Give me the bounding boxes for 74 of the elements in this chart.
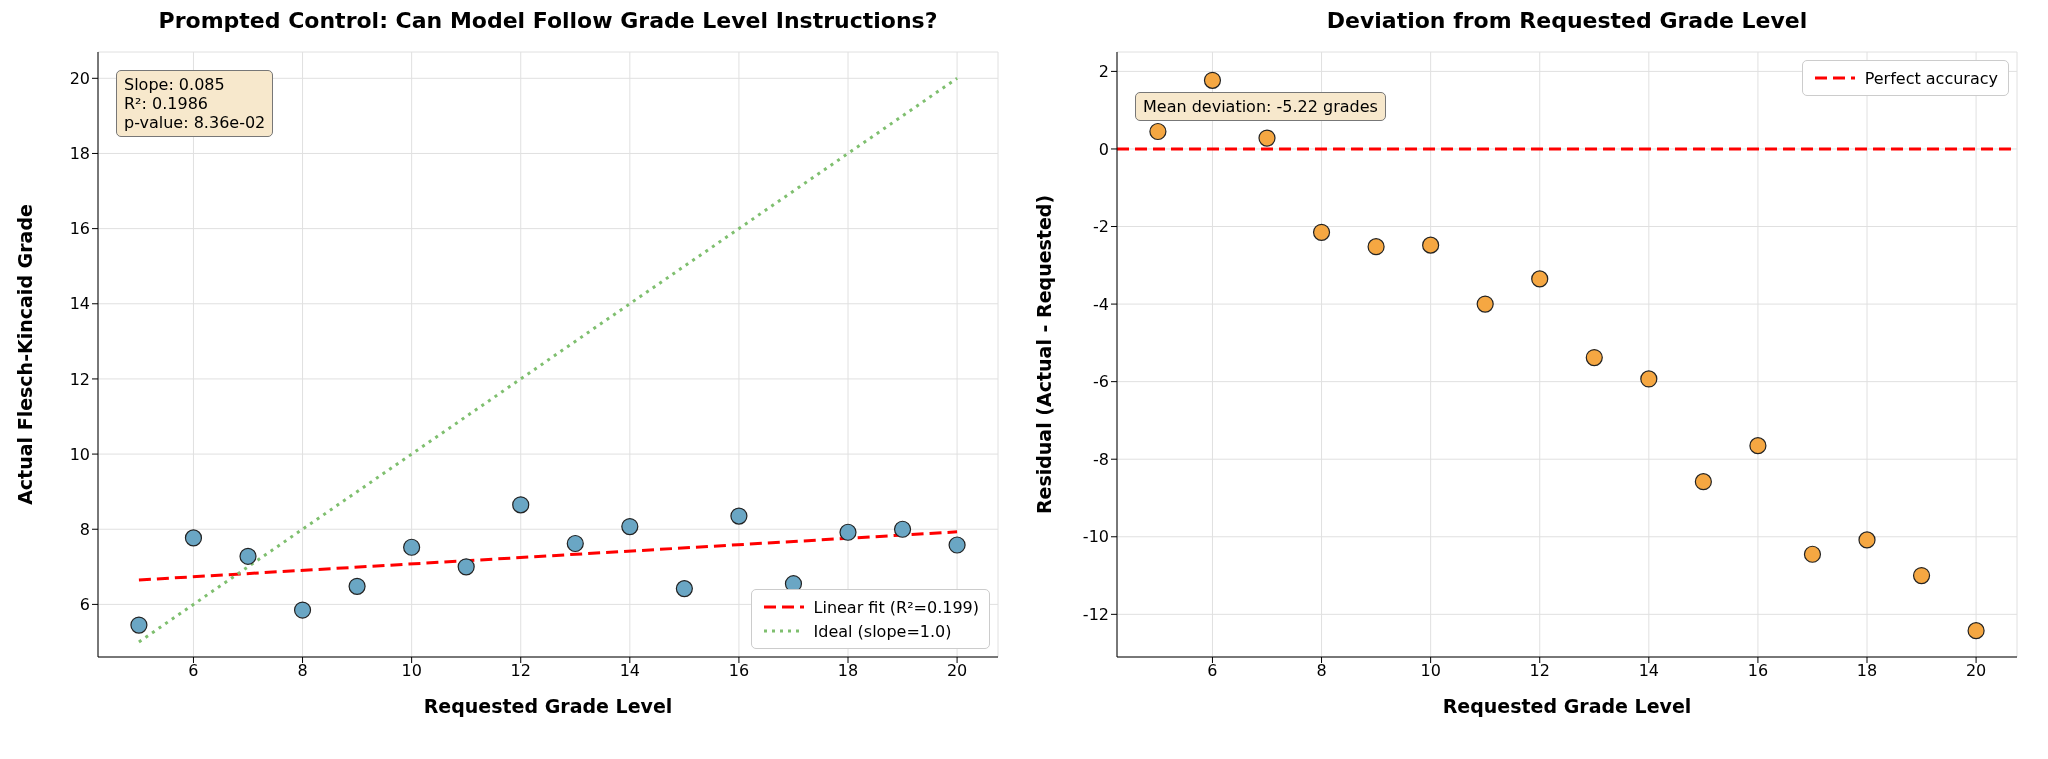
point [239, 547, 257, 565]
x-tick-label: 10 [401, 661, 422, 681]
x-tick-label: 12 [510, 661, 531, 681]
point [1640, 370, 1658, 388]
y-tick-label: 10 [69, 444, 90, 464]
point [1367, 238, 1385, 256]
x-tick-label: 18 [837, 661, 859, 681]
point [893, 520, 912, 538]
y-tick-label: 12 [69, 369, 90, 389]
x-axis-title: Requested Grade Level [423, 695, 673, 717]
y-tick-label: 8 [79, 519, 90, 539]
point [566, 534, 584, 553]
legend-label: Ideal (slope=1.0) [813, 621, 952, 641]
point [1203, 71, 1222, 89]
point [348, 577, 366, 595]
point [184, 529, 203, 547]
point [1694, 473, 1712, 491]
point [1422, 236, 1440, 254]
y-tick-label: -12 [1082, 605, 1109, 625]
point [1585, 349, 1603, 367]
legend-label: Perfect accuracy [1864, 68, 1998, 88]
point [130, 616, 148, 634]
annotation: Slope: 0.085 R²: 0.1986 p-value: 8.36e-02 [116, 70, 274, 137]
x-axis-title: Requested Grade Level [1442, 695, 1692, 717]
point [1803, 545, 1822, 563]
y-tick-label: 16 [69, 219, 90, 239]
point [1967, 622, 1985, 640]
point [675, 580, 693, 598]
y-tick-label: -2 [1093, 217, 1109, 237]
y-tick-label: 6 [79, 595, 90, 615]
x-tick-label: 14 [1638, 661, 1659, 681]
x-tick-label: 20 [1965, 661, 1987, 681]
x-tick-label: 6 [188, 661, 199, 681]
point [293, 601, 312, 619]
point [1476, 295, 1494, 313]
point [512, 496, 530, 514]
y-tick-label: -8 [1093, 449, 1109, 469]
point [1749, 437, 1767, 455]
y-tick-label: 0 [1098, 139, 1109, 159]
y-tick-label: -6 [1093, 372, 1109, 392]
point [403, 538, 421, 556]
legend-label: Linear fit (R²=0.199) [813, 597, 979, 617]
point [1312, 223, 1331, 241]
x-tick-label: 8 [1316, 661, 1327, 681]
y-tick-label: 18 [69, 144, 90, 164]
x-tick-label: 18 [1856, 661, 1878, 681]
point [1858, 531, 1876, 549]
x-tick-label: 14 [619, 661, 640, 681]
annotation: Mean deviation: -5.22 grades [1135, 92, 1386, 121]
x-tick-label: 20 [946, 661, 968, 681]
x-tick-label: 8 [297, 661, 308, 681]
y-tick-label: -10 [1082, 527, 1109, 547]
y-axis-title: Residual (Actual - Requested) [1032, 194, 1055, 515]
x-tick-label: 16 [728, 661, 750, 681]
point [948, 536, 966, 554]
x-tick-label: 16 [1747, 661, 1769, 681]
chart-title: Prompted Control: Can Model Follow Grade Level Instructions? [157, 8, 939, 35]
x-tick-label: 10 [1420, 661, 1441, 681]
chart-title: Deviation from Requested Grade Level [1325, 8, 1809, 35]
point [457, 558, 475, 576]
point [1531, 270, 1549, 288]
point [730, 507, 748, 525]
point [1149, 122, 1167, 141]
y-tick-label: -4 [1093, 294, 1109, 314]
y-tick-label: 20 [69, 68, 90, 88]
y-tick-label: 2 [1098, 62, 1109, 82]
y-axis-title: Actual Flesch-Kincaid Grade [13, 204, 36, 505]
x-tick-label: 6 [1207, 661, 1218, 681]
point [1912, 566, 1931, 585]
point [839, 523, 857, 541]
x-tick-label: 12 [1529, 661, 1550, 681]
y-tick-label: 14 [69, 294, 90, 314]
point [621, 518, 639, 536]
point [1258, 129, 1276, 147]
